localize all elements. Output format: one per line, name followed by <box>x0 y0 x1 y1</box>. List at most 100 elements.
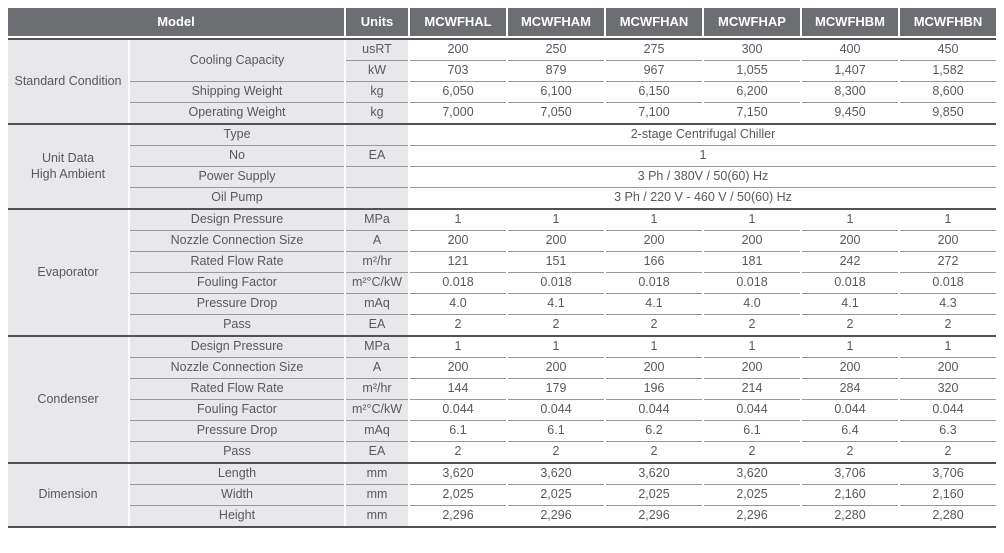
value-cell: 9,850 <box>900 103 996 123</box>
value-cell: 4.1 <box>802 294 898 315</box>
parameter-label: Nozzle Connection Size <box>130 231 344 252</box>
value-cell: 6,200 <box>704 82 800 103</box>
value-cell: 1 <box>508 210 604 231</box>
value-cell: 0.044 <box>900 400 996 421</box>
unit-label: m²/hr <box>346 252 408 273</box>
value-cell: 0.018 <box>802 273 898 294</box>
value-cell: 2,025 <box>508 485 604 506</box>
parameter-label: No <box>130 146 344 167</box>
value-cell: 967 <box>606 61 702 82</box>
value-cell: 272 <box>900 252 996 273</box>
value-cell: 196 <box>606 379 702 400</box>
unit-label: kW <box>346 61 408 82</box>
value-cell: 1,582 <box>900 61 996 82</box>
value-cell: 0.018 <box>900 273 996 294</box>
unit-label: mAq <box>346 294 408 315</box>
value-cell: 450 <box>900 40 996 61</box>
value-cell: 320 <box>900 379 996 400</box>
value-cell: 200 <box>802 231 898 252</box>
value-cell: 200 <box>606 358 702 379</box>
value-cell: 7,150 <box>704 103 800 123</box>
value-cell: 1 <box>704 337 800 358</box>
table-row: Shipping Weight kg 6,050 6,100 6,150 6,200 8,3… <box>8 82 996 103</box>
spanned-value-cell: 2-stage Centrifugal Chiller <box>410 125 996 146</box>
value-cell: 3,620 <box>508 464 604 485</box>
value-cell: 200 <box>508 358 604 379</box>
unit-label: kg <box>346 82 408 103</box>
value-cell: 250 <box>508 40 604 61</box>
model-column-header: MCWFHBM <box>802 8 898 38</box>
value-cell: 0.018 <box>508 273 604 294</box>
parameter-label: Operating Weight <box>130 103 344 123</box>
parameter-label: Width <box>130 485 344 506</box>
model-column-header: MCWFHAM <box>508 8 604 38</box>
table-row: Pressure Drop mAq 6.1 6.1 6.2 6.1 6.4 6.3 <box>8 421 996 442</box>
value-cell: 2,280 <box>802 506 898 526</box>
value-cell: 200 <box>410 231 506 252</box>
value-cell: 7,100 <box>606 103 702 123</box>
model-column-header: MCWFHAP <box>704 8 800 38</box>
parameter-label: Design Pressure <box>130 337 344 358</box>
value-cell: 3,620 <box>704 464 800 485</box>
table-row: No EA 1 <box>8 146 996 167</box>
value-cell: 8,600 <box>900 82 996 103</box>
parameter-label: Cooling Capacity <box>130 40 344 82</box>
value-cell: 1,407 <box>802 61 898 82</box>
value-cell: 0.044 <box>802 400 898 421</box>
spanned-value-cell: 3 Ph / 220 V - 460 V / 50(60) Hz <box>410 188 996 208</box>
value-cell: 2,296 <box>606 506 702 526</box>
value-cell: 181 <box>704 252 800 273</box>
value-cell: 400 <box>802 40 898 61</box>
value-cell: 200 <box>704 358 800 379</box>
table-row: Fouling Factor m²°C/kW 0.044 0.044 0.044 0.04… <box>8 400 996 421</box>
unit-label: A <box>346 358 408 379</box>
spanned-value-cell: 3 Ph / 380V / 50(60) Hz <box>410 167 996 188</box>
value-cell: 200 <box>410 40 506 61</box>
value-cell: 6,100 <box>508 82 604 103</box>
parameter-label: Pressure Drop <box>130 294 344 315</box>
section-label: Dimension <box>8 464 128 526</box>
value-cell: 2 <box>802 442 898 462</box>
table-row: Fouling Factor m²°C/kW 0.018 0.018 0.018 0.01… <box>8 273 996 294</box>
value-cell: 2 <box>704 315 800 335</box>
section-divider <box>8 462 996 464</box>
value-cell: 2,296 <box>410 506 506 526</box>
parameter-label: Nozzle Connection Size <box>130 358 344 379</box>
section-label: Standard Condition <box>8 40 128 123</box>
value-cell: 1 <box>802 337 898 358</box>
section-label: Unit Data High Ambient <box>8 125 128 208</box>
value-cell: 2,025 <box>704 485 800 506</box>
table-row: Evaporator Design Pressure MPa 1 1 1 1 1 1 <box>8 210 996 335</box>
value-cell: 1 <box>900 210 996 231</box>
value-cell: 6.2 <box>606 421 702 442</box>
value-cell: 7,050 <box>508 103 604 123</box>
value-cell: 2 <box>900 315 996 335</box>
value-cell: 1 <box>606 337 702 358</box>
value-cell: 2 <box>410 315 506 335</box>
table-row: Standard Condition Cooling Capacity usRT 20… <box>8 40 996 123</box>
value-cell: 879 <box>508 61 604 82</box>
value-cell: 6.3 <box>900 421 996 442</box>
value-cell: 2 <box>802 315 898 335</box>
value-cell: 4.1 <box>508 294 604 315</box>
parameter-label: Height <box>130 506 344 526</box>
value-cell: 4.0 <box>410 294 506 315</box>
unit-label: EA <box>346 146 408 167</box>
parameter-label: Fouling Factor <box>130 400 344 421</box>
value-cell: 0.044 <box>410 400 506 421</box>
value-cell: 6.1 <box>410 421 506 442</box>
value-cell: 200 <box>606 231 702 252</box>
parameter-label: Pressure Drop <box>130 421 344 442</box>
value-cell: 214 <box>704 379 800 400</box>
spanned-value-cell: 1 <box>410 146 996 167</box>
value-cell: 2,025 <box>410 485 506 506</box>
value-cell: 151 <box>508 252 604 273</box>
table-row: Pass EA 2 2 2 2 2 2 <box>8 315 996 335</box>
value-cell: 1 <box>802 210 898 231</box>
parameter-label: Rated Flow Rate <box>130 252 344 273</box>
parameter-label: Pass <box>130 442 344 462</box>
value-cell: 2 <box>410 442 506 462</box>
unit-label: usRT <box>346 40 408 61</box>
value-cell: 3,620 <box>606 464 702 485</box>
table-row: Rated Flow Rate m²/hr 121 151 166 181 242 272 <box>8 252 996 273</box>
